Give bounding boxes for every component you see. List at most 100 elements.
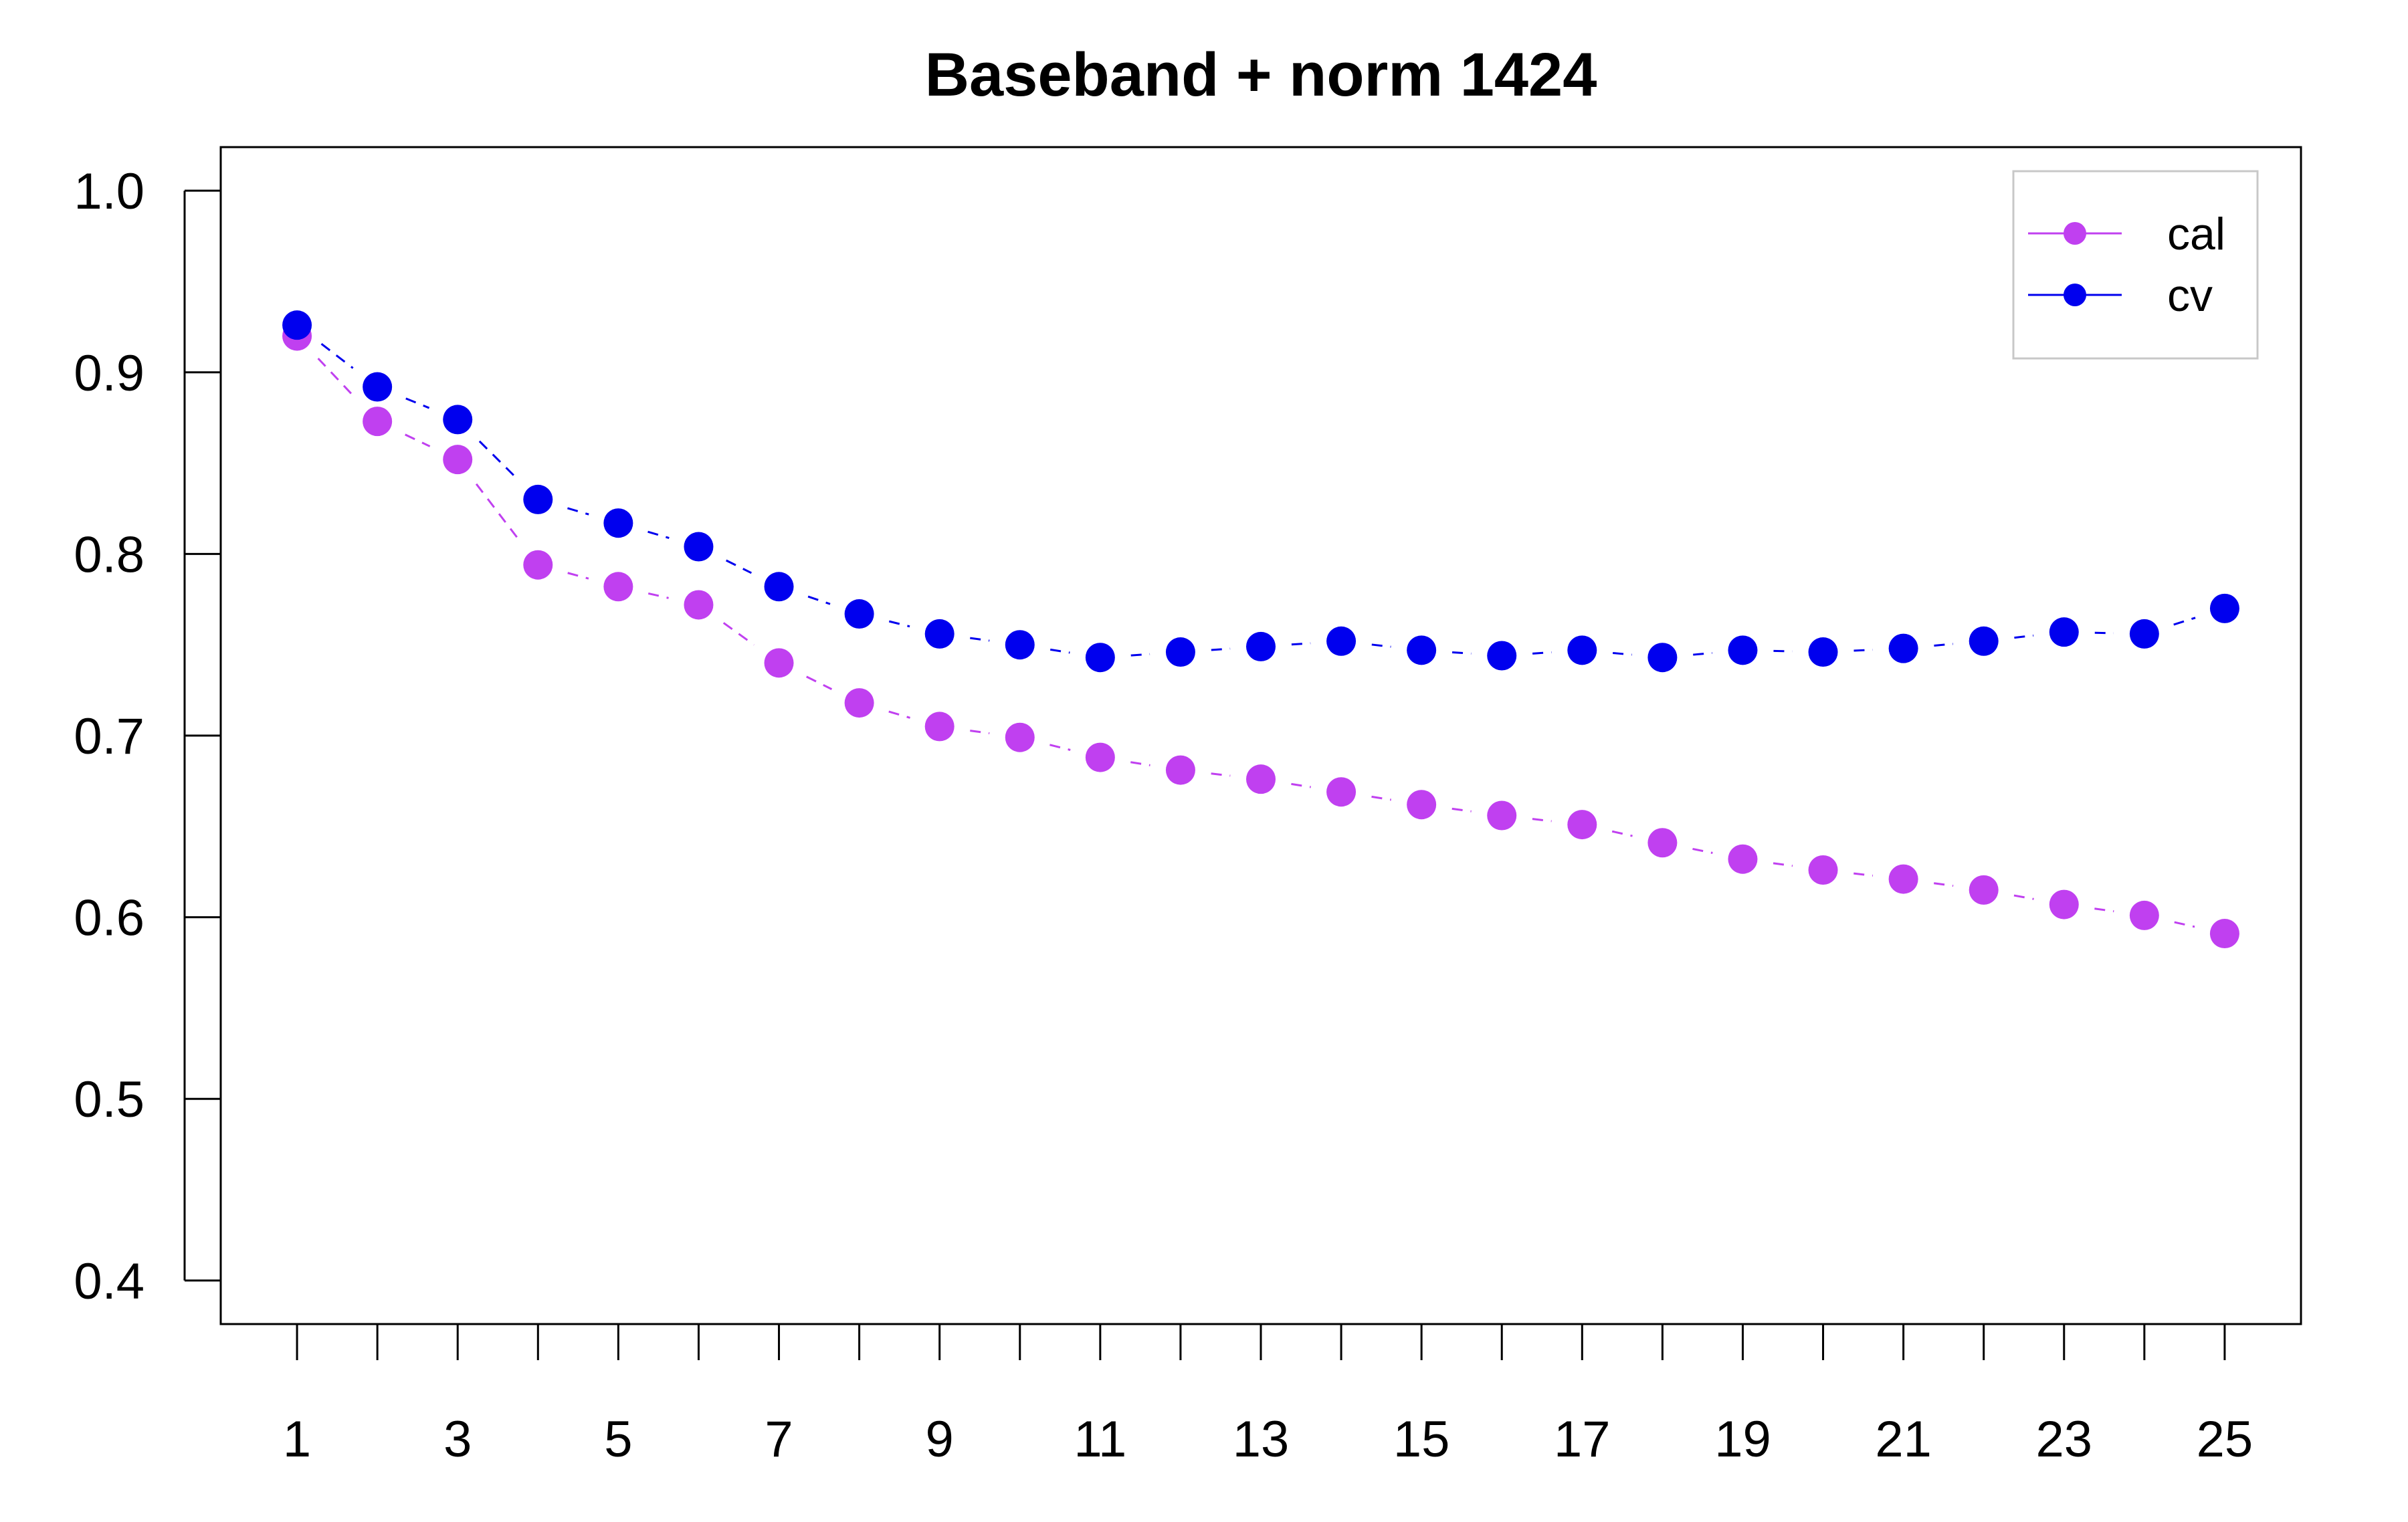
data-point xyxy=(1326,626,1357,656)
series-cv xyxy=(282,310,2239,673)
x-tick-label: 21 xyxy=(1875,1411,1932,1468)
data-point xyxy=(1647,643,1678,673)
data-point xyxy=(1326,777,1357,807)
series-line-segment xyxy=(1371,643,1391,648)
legend-label: cal xyxy=(2167,209,2225,259)
data-point xyxy=(1407,790,1437,820)
data-point xyxy=(684,532,714,562)
data-point xyxy=(1808,637,1838,667)
data-point xyxy=(2209,593,2239,623)
data-point xyxy=(1969,626,1999,656)
x-tick-label: 7 xyxy=(765,1411,793,1468)
series-cal xyxy=(282,321,2239,949)
x-tick-label: 25 xyxy=(2197,1411,2253,1468)
legend-item-cal: cal xyxy=(2028,209,2225,259)
series-line-segment xyxy=(1853,872,1874,877)
data-point xyxy=(2129,900,2159,930)
plot-frame xyxy=(219,146,2302,1325)
data-point xyxy=(1728,844,1758,874)
legend-label: cv xyxy=(2167,270,2213,321)
data-point xyxy=(1969,875,1999,905)
series-line-segment xyxy=(1371,795,1391,801)
series-line-segment xyxy=(475,483,520,542)
data-point xyxy=(2049,617,2079,647)
series-line-segment xyxy=(1130,653,1150,657)
data-point xyxy=(1808,855,1838,885)
data-point xyxy=(443,405,473,435)
series-line-segment xyxy=(1130,761,1150,766)
series-line-segment xyxy=(1291,642,1311,646)
data-point xyxy=(603,572,633,602)
data-point xyxy=(2049,889,2079,919)
series-line-segment xyxy=(647,592,669,599)
data-point xyxy=(1165,637,1195,667)
data-point xyxy=(523,550,553,580)
data-point xyxy=(1246,631,1276,661)
series-line-segment xyxy=(888,620,910,628)
x-axis: 1 3 5 7 9 11 13 15 17 19 21 23 25 xyxy=(283,1323,2253,1468)
data-point xyxy=(443,445,473,475)
data-point xyxy=(924,712,955,742)
series-line-segment xyxy=(970,730,990,735)
data-point xyxy=(1246,764,1276,794)
data-point xyxy=(523,484,553,514)
series-line-segment xyxy=(1211,772,1231,777)
data-point xyxy=(844,599,874,629)
data-point xyxy=(1888,864,1918,894)
data-point xyxy=(1487,800,1517,831)
data-point xyxy=(1085,742,1115,772)
series-line-segment xyxy=(1532,818,1552,823)
series-line-segment xyxy=(1291,782,1311,788)
data-point xyxy=(764,648,794,678)
y-tick-label: 0.9 xyxy=(74,345,144,402)
data-point xyxy=(1728,635,1758,665)
x-tick-label: 1 xyxy=(283,1411,311,1468)
series-line-segment xyxy=(725,559,752,574)
data-point xyxy=(844,688,874,718)
series-line-segment xyxy=(1049,648,1070,654)
series-line-segment xyxy=(1692,847,1713,854)
y-tick-label: 0.7 xyxy=(74,708,144,765)
data-point xyxy=(1085,643,1115,673)
data-point xyxy=(363,372,393,402)
x-tick-label: 15 xyxy=(1393,1411,1450,1468)
y-tick-label: 0.5 xyxy=(74,1071,144,1128)
x-tick-label: 9 xyxy=(926,1411,954,1468)
y-tick-label: 0.6 xyxy=(74,890,144,947)
data-point xyxy=(1647,828,1678,858)
data-point xyxy=(1005,630,1035,660)
legend: cal cv xyxy=(2012,170,2259,360)
x-tick-label: 11 xyxy=(1074,1411,1126,1468)
series-line-segment xyxy=(806,675,833,690)
data-point xyxy=(764,572,794,602)
x-tick-label: 3 xyxy=(443,1411,472,1468)
y-tick-label: 0.8 xyxy=(74,526,144,583)
y-axis: 0.4 0.5 0.6 0.7 0.8 0.9 1.0 xyxy=(74,163,221,1310)
data-point xyxy=(1487,641,1517,671)
series-line-segment xyxy=(807,595,831,605)
series-line-segment xyxy=(2174,921,2195,928)
series-line-segment xyxy=(567,507,589,516)
series-line-segment xyxy=(1451,651,1472,655)
legend-item-cv: cv xyxy=(2028,270,2213,321)
data-point xyxy=(363,407,393,437)
series-line-segment xyxy=(1933,882,1954,887)
series-line-segment xyxy=(2014,634,2034,639)
data-point xyxy=(1407,635,1437,665)
series-line-segment xyxy=(1934,643,1954,647)
x-tick-label: 17 xyxy=(1554,1411,1611,1468)
data-point xyxy=(603,508,633,538)
legend-marker xyxy=(2064,222,2086,245)
series-line-segment xyxy=(1853,649,1873,652)
series-line-segment xyxy=(2094,907,2114,913)
series-line-segment xyxy=(722,622,755,646)
series-line-segment xyxy=(320,343,354,369)
series-line-segment xyxy=(478,440,517,479)
data-point xyxy=(924,619,955,649)
legend-box xyxy=(2012,170,2259,360)
data-point xyxy=(282,310,312,340)
series-line-segment xyxy=(888,710,910,719)
series-line-segment xyxy=(1451,807,1472,812)
series-line-segment xyxy=(647,530,670,539)
